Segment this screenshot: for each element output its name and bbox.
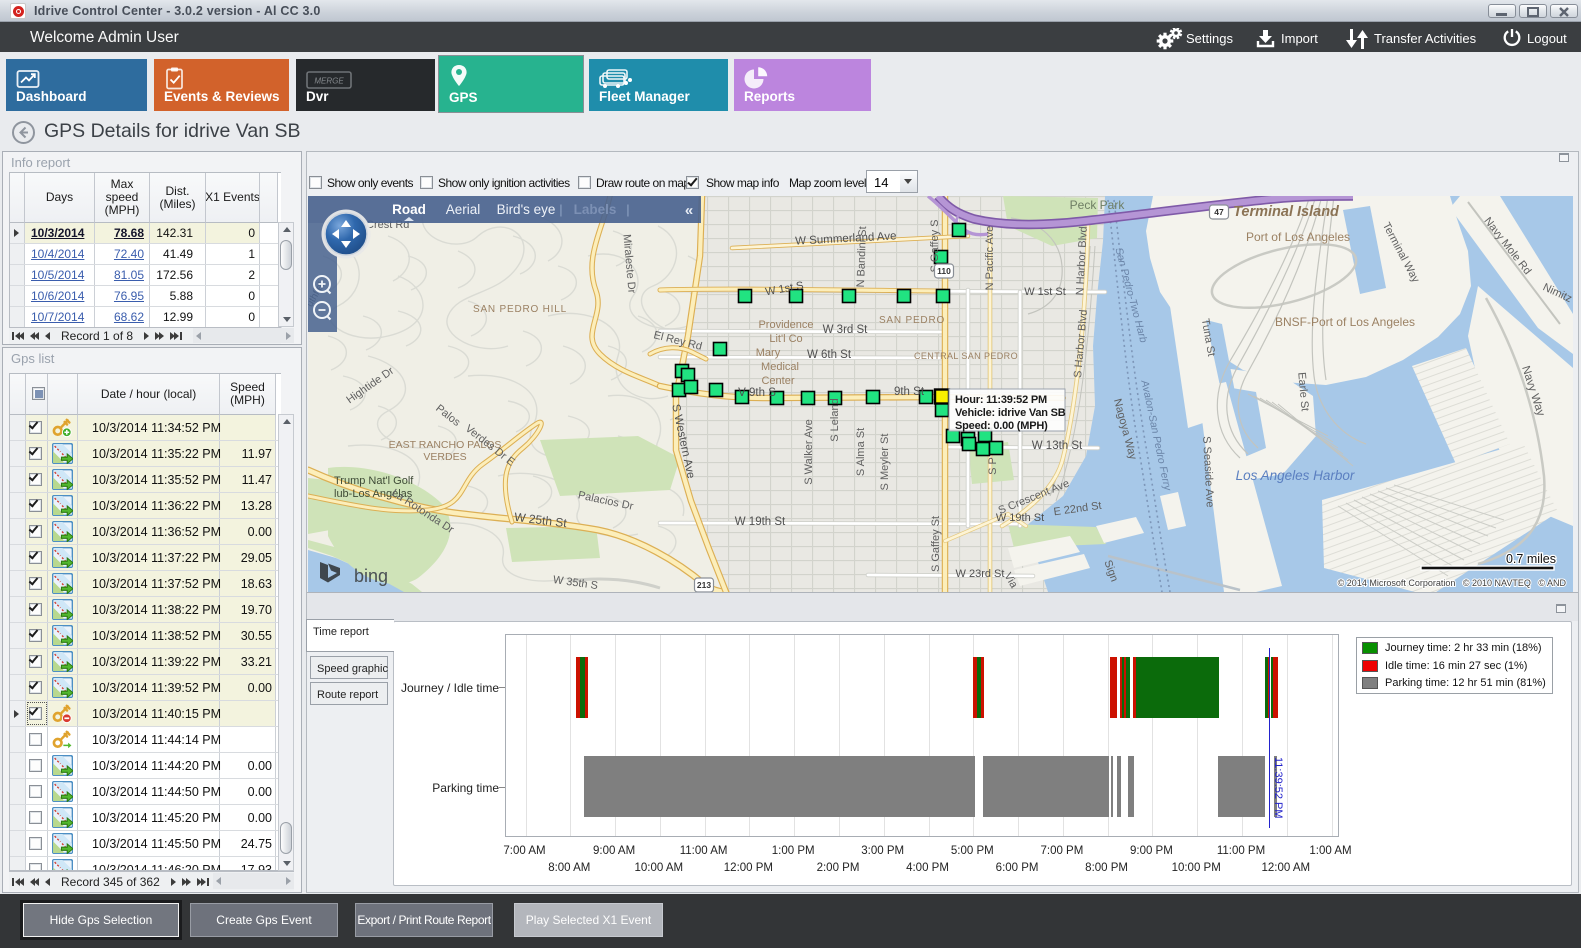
svg-text:W 19th St: W 19th St: [735, 516, 786, 528]
svg-text:S Walker Ave: S Walker Ave: [803, 419, 815, 484]
svg-text:CENTRAL SAN PEDRO: CENTRAL SAN PEDRO: [914, 351, 1018, 361]
svg-text:S Harbor Blvd: S Harbor Blvd: [1072, 309, 1090, 378]
svg-text:110: 110: [937, 266, 951, 276]
svg-text:Peck Park: Peck Park: [1070, 198, 1126, 212]
svg-text:Medical: Medical: [761, 361, 799, 373]
svg-text:Providence: Providence: [758, 319, 813, 331]
svg-text:EAST RANCHO PALOS: EAST RANCHO PALOS: [389, 439, 502, 451]
svg-text:© 2014 Microsoft Corporation: © 2014 Microsoft Corporation © 2010 NAVT…: [1338, 578, 1567, 588]
svg-text:N Bandini St: N Bandini St: [855, 226, 869, 288]
svg-text:VERDES: VERDES: [423, 451, 466, 463]
svg-text:Port of Los Angeles: Port of Los Angeles: [1246, 230, 1350, 244]
svg-text:213: 213: [697, 580, 711, 590]
svg-text:Trump Nat'l Golf: Trump Nat'l Golf: [334, 475, 414, 487]
svg-text:|: |: [559, 202, 562, 217]
svg-text:Earle St: Earle St: [1295, 372, 1310, 412]
svg-text:S Gaffey S: S Gaffey S: [929, 220, 941, 273]
svg-text:lub-Los Angelas: lub-Los Angelas: [334, 488, 413, 500]
svg-text:47: 47: [1214, 207, 1224, 217]
svg-text:S Seaside Ave: S Seaside Ave: [1200, 436, 1216, 508]
svg-text:Hour: 11:39:52 PM: Hour: 11:39:52 PM: [955, 394, 1047, 406]
svg-text:Speed: 0.00 (MPH): Speed: 0.00 (MPH): [955, 420, 1048, 432]
svg-text:BNSF-Port of Los Angeles: BNSF-Port of Los Angeles: [1275, 315, 1415, 329]
svg-text:Mary: Mary: [756, 347, 781, 359]
svg-text:|: |: [626, 202, 629, 217]
svg-text:W 25th St: W 25th St: [513, 510, 568, 530]
svg-text:Aerial: Aerial: [446, 202, 481, 217]
svg-text:9th St: 9th St: [894, 386, 925, 398]
svg-text:W 3rd St: W 3rd St: [823, 324, 869, 336]
svg-text:S P: S P: [987, 457, 999, 475]
svg-text:«: «: [685, 202, 693, 219]
svg-text:SAN PEDRO: SAN PEDRO: [879, 315, 945, 326]
svg-text:V 9th S: V 9th S: [738, 387, 776, 399]
svg-text:Vehicle: idrive Van SB: Vehicle: idrive Van SB: [955, 407, 1066, 419]
svg-text:Los Angeles Harbor: Los Angeles Harbor: [1236, 468, 1355, 483]
svg-text:S Alma St: S Alma St: [855, 428, 867, 476]
svg-text:W 6th St: W 6th St: [807, 349, 852, 361]
svg-text:Bird's eye: Bird's eye: [497, 202, 556, 217]
svg-text:Labels: Labels: [574, 202, 617, 217]
svg-text:Road: Road: [392, 202, 426, 217]
svg-text:N Harbor Blvd: N Harbor Blvd: [1074, 226, 1090, 296]
svg-text:Center: Center: [761, 375, 794, 387]
svg-text:W 19th St: W 19th St: [996, 512, 1044, 524]
svg-text:bing: bing: [354, 566, 388, 586]
svg-text:W 1st St: W 1st St: [1024, 286, 1066, 298]
svg-text:0.7 miles: 0.7 miles: [1506, 552, 1556, 566]
svg-text:Terminal Island: Terminal Island: [1233, 204, 1340, 220]
svg-text:N Pacific Ave: N Pacific Ave: [984, 226, 996, 291]
svg-text:S Meyler St: S Meyler St: [879, 434, 891, 491]
svg-text:Lit'l Co: Lit'l Co: [769, 333, 802, 345]
svg-text:W 13th St: W 13th St: [1032, 440, 1083, 452]
svg-text:MERGE: MERGE: [314, 77, 344, 86]
svg-text:W 23rd St: W 23rd St: [956, 568, 1005, 580]
svg-text:S Gaffey St: S Gaffey St: [930, 516, 942, 572]
svg-text:S Leland: S Leland: [829, 398, 841, 441]
svg-text:SAN PEDRO HILL: SAN PEDRO HILL: [473, 304, 567, 315]
svg-text:Miraleste Dr: Miraleste Dr: [620, 234, 637, 294]
svg-text:W Summerland Ave: W Summerland Ave: [795, 230, 897, 247]
